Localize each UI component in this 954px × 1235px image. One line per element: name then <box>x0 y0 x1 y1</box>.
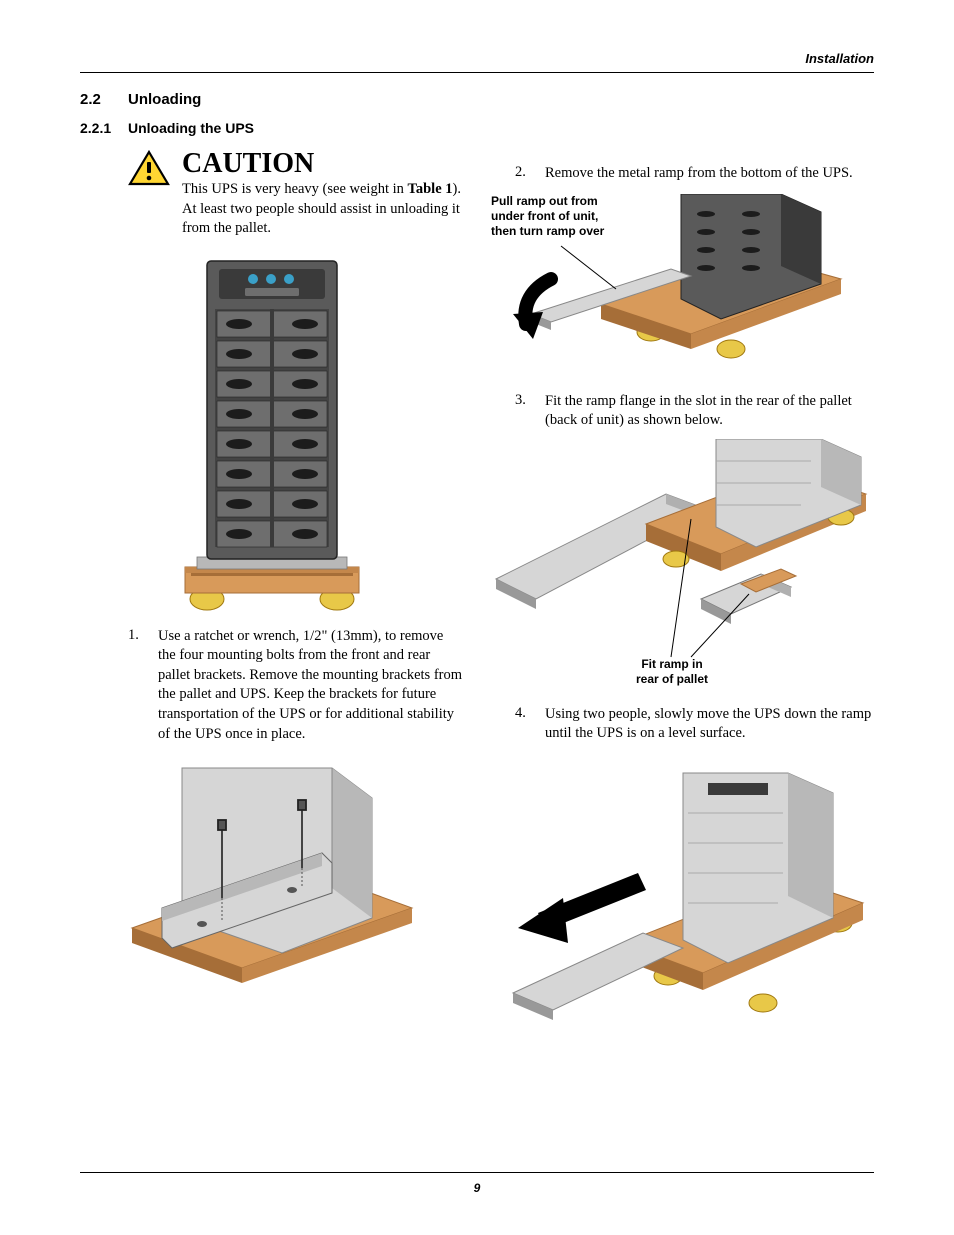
section-number: 2.2 <box>80 91 128 108</box>
page-header: Installation <box>80 50 874 73</box>
caution-body-bold: Table 1 <box>408 181 453 197</box>
callout-pull-ramp-l3: then turn ramp over <box>491 224 604 238</box>
caution-block: CAUTION This UPS is very heavy (see weig… <box>128 150 463 239</box>
step-2-num: 2. <box>515 164 531 184</box>
subsection-heading: 2.2.1Unloading the UPS <box>80 120 874 136</box>
step-1-text: Use a ratchet or wrench, 1/2" (13mm), to… <box>158 627 463 744</box>
step-2-text: Remove the metal ramp from the bottom of… <box>545 164 853 184</box>
step-3-num: 3. <box>515 392 531 431</box>
caution-body-pre: This UPS is very heavy (see weight in <box>182 181 408 197</box>
step-1: 1. Use a ratchet or wrench, 1/2" (13mm),… <box>128 627 463 744</box>
step-3-text: Fit the ramp flange in the slot in the r… <box>545 392 874 431</box>
caution-icon <box>128 150 170 239</box>
page-number: 9 <box>474 1181 481 1195</box>
figure-fit-ramp: Fit ramp in rear of pallet <box>491 439 874 699</box>
figure-pull-ramp: Pull ramp out from under front of unit, … <box>491 194 874 364</box>
callout-pull-ramp-l1: Pull ramp out from <box>491 194 598 208</box>
caution-body: This UPS is very heavy (see weight in Ta… <box>182 180 463 239</box>
subsection-number: 2.2.1 <box>80 120 128 136</box>
figure-move-down-ramp <box>491 758 874 1038</box>
figure-ups-on-pallet <box>80 253 463 613</box>
callout-pull-ramp: Pull ramp out from under front of unit, … <box>491 194 604 239</box>
callout-fit-ramp-l1: Fit ramp in <box>641 657 702 671</box>
step-4-text: Using two people, slowly move the UPS do… <box>545 705 874 744</box>
callout-fit-ramp: Fit ramp in rear of pallet <box>636 657 708 687</box>
figure-bracket-closeup <box>80 758 463 988</box>
page-footer: 9 <box>80 1172 874 1197</box>
content-columns: CAUTION This UPS is very heavy (see weig… <box>80 150 874 1038</box>
step-3: 3. Fit the ramp flange in the slot in th… <box>515 392 874 431</box>
step-1-num: 1. <box>128 627 144 744</box>
caution-title: CAUTION <box>182 150 463 178</box>
step-4-num: 4. <box>515 705 531 744</box>
subsection-title: Unloading the UPS <box>128 120 254 136</box>
section-title: Unloading <box>128 91 201 108</box>
callout-fit-ramp-l2: rear of pallet <box>636 672 708 686</box>
step-2: 2. Remove the metal ramp from the bottom… <box>515 164 874 184</box>
section-heading: 2.2Unloading <box>80 91 874 108</box>
right-column: 2. Remove the metal ramp from the bottom… <box>491 150 874 1038</box>
header-section-label: Installation <box>805 51 874 66</box>
callout-pull-ramp-l2: under front of unit, <box>491 209 598 223</box>
step-4: 4. Using two people, slowly move the UPS… <box>515 705 874 744</box>
left-column: CAUTION This UPS is very heavy (see weig… <box>80 150 463 1038</box>
caution-text: CAUTION This UPS is very heavy (see weig… <box>182 150 463 239</box>
